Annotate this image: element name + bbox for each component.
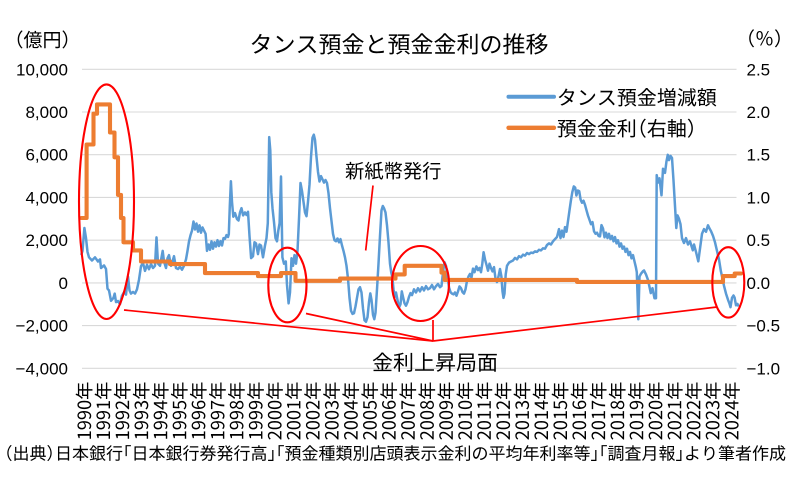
svg-text:8,000: 8,000 [25,103,68,122]
svg-text:6,000: 6,000 [25,146,68,165]
svg-text:1.5: 1.5 [747,146,771,165]
svg-text:−2,000: −2,000 [16,317,68,336]
svg-text:2.5: 2.5 [747,60,771,79]
svg-text:1.0: 1.0 [747,188,771,207]
svg-text:−4,000: −4,000 [16,359,68,378]
svg-text:−0.5: −0.5 [747,317,781,336]
svg-text:4,000: 4,000 [25,188,68,207]
svg-text:10,000: 10,000 [16,60,68,79]
svg-text:0: 0 [59,274,68,293]
svg-text:2.0: 2.0 [747,103,771,122]
svg-text:−1.0: −1.0 [747,359,781,378]
svg-text:2,000: 2,000 [25,231,68,250]
svg-text:0.0: 0.0 [747,274,771,293]
svg-text:0.5: 0.5 [747,231,771,250]
